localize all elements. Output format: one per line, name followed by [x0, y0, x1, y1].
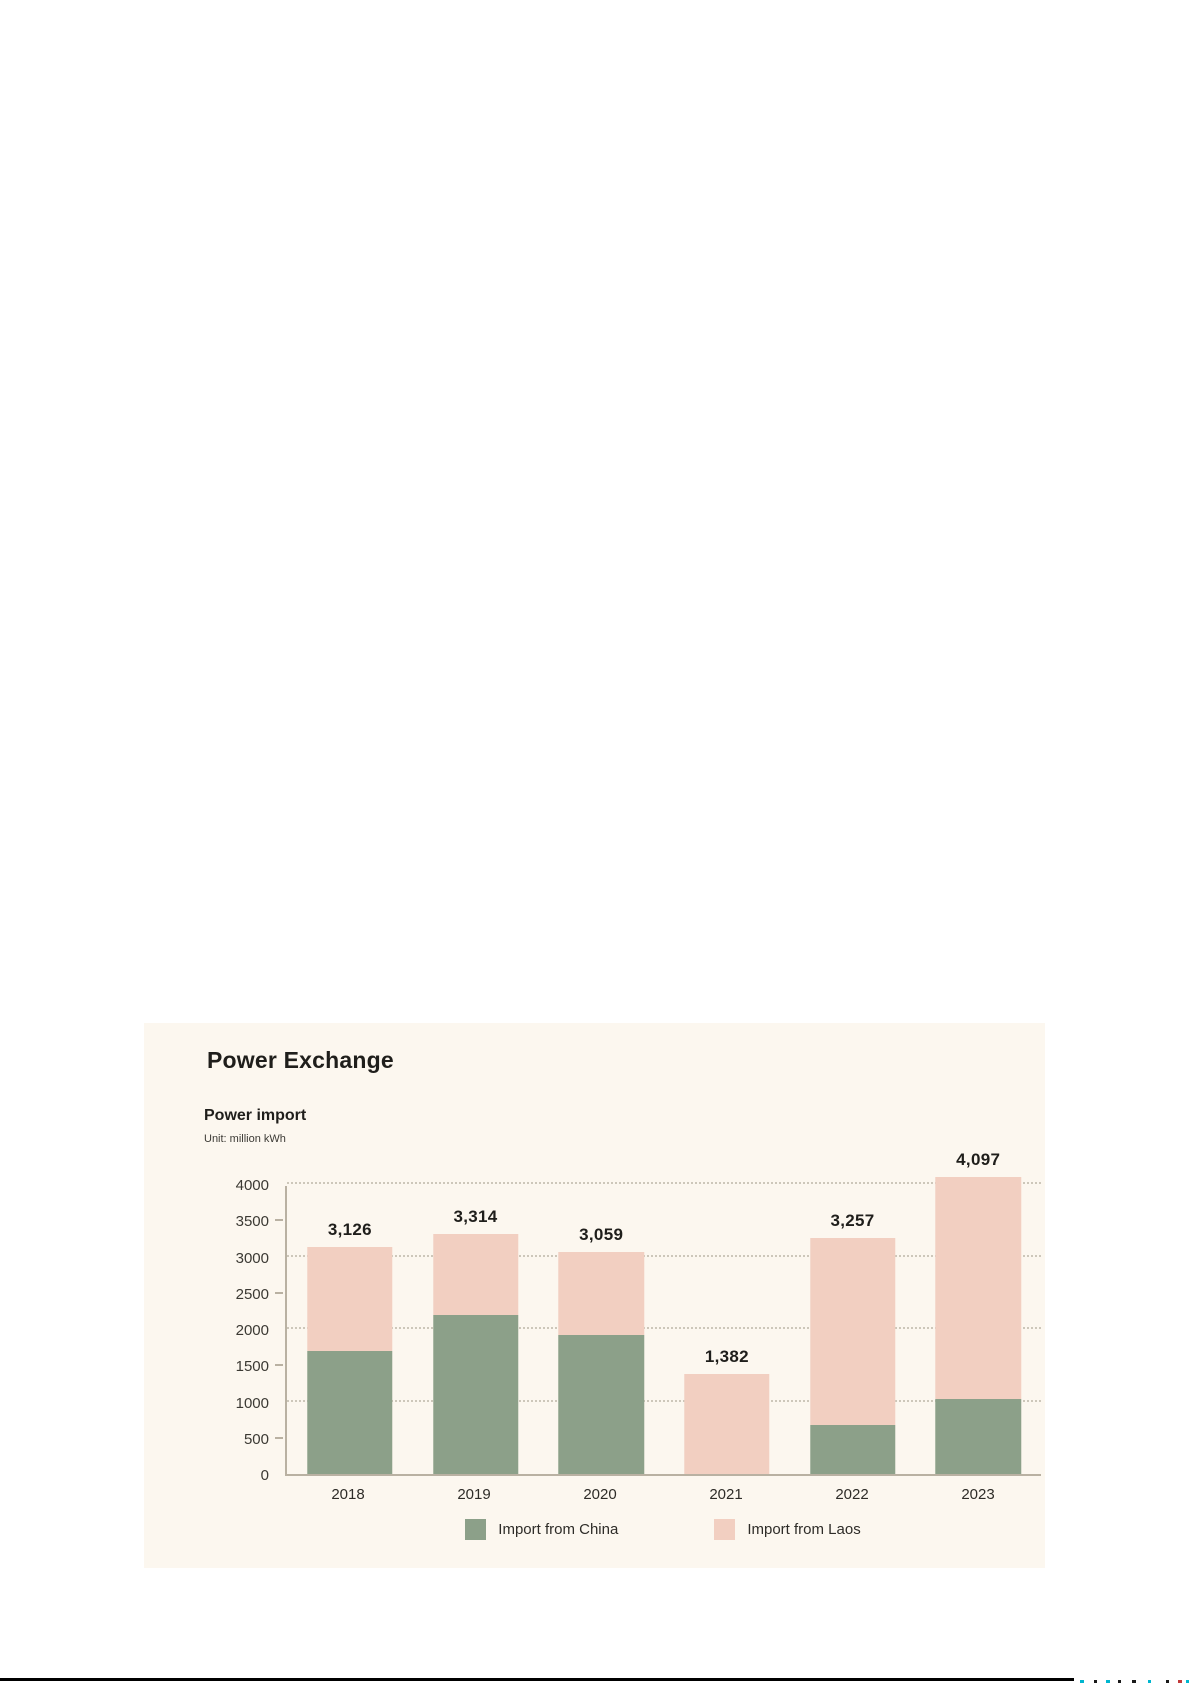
- legend-label: Import from China: [498, 1521, 619, 1538]
- bar-value-label-2019: 3,314: [453, 1206, 498, 1226]
- plot-area: 3,126 3,314 3,059 1,382 3,257 4,097: [275, 1150, 1041, 1476]
- segment-laos-2018: [307, 1247, 393, 1351]
- y-axis-tick-2500: [275, 1291, 283, 1294]
- stacked-bar-chart: 3,126 3,314 3,059 1,382 3,257 4,097 2018 2019 2…: [144, 1150, 1041, 1540]
- y-axis-label-4000: 4000: [235, 1177, 269, 1194]
- x-axis-label-2022: 2022: [835, 1486, 869, 1503]
- bar-value-label-2023: 4,097: [956, 1149, 1001, 1169]
- y-axis-label-2000: 2000: [235, 1322, 269, 1339]
- bar-slot-2018: 3,126: [287, 1186, 413, 1474]
- segment-china-2019: [432, 1314, 519, 1474]
- segment-laos-2020: [558, 1252, 644, 1335]
- legend-item-laos: Import from Laos: [714, 1519, 861, 1540]
- stacked-bar-2021: [684, 1373, 770, 1474]
- segment-china-2023: [935, 1398, 1021, 1474]
- legend-swatch-icon: [465, 1519, 487, 1540]
- x-axis-label-2018: 2018: [331, 1486, 365, 1503]
- y-axis-label-0: 0: [260, 1467, 269, 1484]
- x-axis-label-2023: 2023: [961, 1486, 995, 1503]
- segment-laos-2023: [935, 1176, 1021, 1399]
- bar-slot-2021: 1,382: [664, 1186, 790, 1474]
- segment-laos-2022: [809, 1237, 896, 1426]
- segment-china-2020: [558, 1334, 644, 1474]
- gridline-4000: [287, 1182, 1041, 1184]
- chart-unit-label: Unit: million kWh: [204, 1133, 286, 1145]
- segment-laos-2021: [684, 1373, 770, 1474]
- legend-swatch-icon: [714, 1519, 736, 1540]
- bar-value-label-2021: 1,382: [704, 1346, 749, 1366]
- bottom-divider-rule: [0, 1678, 1074, 1681]
- x-axis-label-2019: 2019: [457, 1486, 491, 1503]
- stacked-bar-2020: [558, 1252, 644, 1474]
- y-axis-label-1000: 1000: [235, 1394, 269, 1412]
- y-axis-label-500: 500: [243, 1430, 269, 1448]
- cut-off-text-fragments: [1080, 1680, 1192, 1684]
- x-axis-label-2020: 2020: [583, 1486, 617, 1503]
- y-axis-tick-500: [275, 1436, 283, 1439]
- bar-value-label-2020: 3,059: [579, 1225, 624, 1245]
- segment-laos-2019: [432, 1233, 519, 1315]
- bar-value-label-2018: 3,126: [327, 1220, 372, 1240]
- legend-item-china: Import from China: [465, 1519, 618, 1540]
- power-exchange-card: Power Exchange Power import Unit: millio…: [144, 1023, 1045, 1568]
- y-axis-label-2500: 2500: [235, 1285, 269, 1303]
- stacked-bar-2022: [809, 1237, 896, 1474]
- legend-label: Import from Laos: [747, 1521, 861, 1538]
- bar-slot-2022: 3,257: [790, 1186, 916, 1474]
- bar-slot-2019: 3,314: [413, 1186, 539, 1474]
- chart-title: Power import: [204, 1107, 307, 1124]
- x-axis-label-2021: 2021: [709, 1486, 743, 1503]
- x-axis-labels: 2018 2019 2020 2021 2022 2023: [285, 1486, 1041, 1503]
- chart-legend: Import from China Import from Laos: [285, 1519, 1041, 1540]
- bar-slot-2020: 3,059: [538, 1186, 664, 1474]
- stacked-bar-2018: [307, 1247, 393, 1474]
- y-axis-tick-3500: [275, 1219, 283, 1222]
- card-title: Power Exchange: [207, 1047, 394, 1073]
- y-axis-label-3500: 3500: [235, 1213, 269, 1231]
- bar-value-label-2022: 3,257: [830, 1210, 875, 1230]
- y-axis-label-1500: 1500: [235, 1358, 269, 1376]
- stacked-bar-2023: [935, 1176, 1021, 1474]
- segment-china-2022: [809, 1425, 896, 1474]
- y-axis-tick-1500: [275, 1364, 283, 1367]
- stacked-bar-2019: [432, 1233, 519, 1474]
- segment-china-2018: [307, 1350, 393, 1474]
- y-axis-label-3000: 3000: [235, 1249, 269, 1267]
- bar-slot-2023: 4,097: [915, 1150, 1041, 1474]
